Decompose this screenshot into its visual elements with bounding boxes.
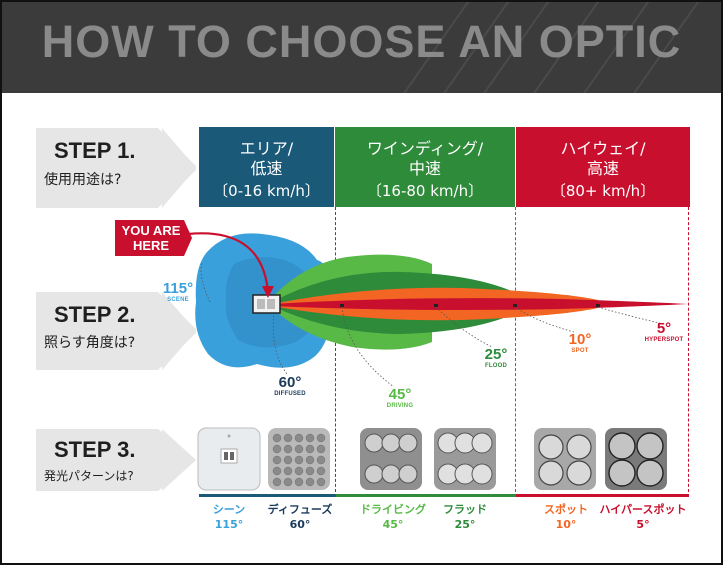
beam-scene-degree: 115° (162, 280, 194, 297)
hyperspot-beam-shape (272, 298, 688, 310)
pattern-hyperspot-name: ハイパースポット (599, 503, 687, 516)
beam-diffused-degree: 60° (278, 374, 302, 391)
divider-mid-high (515, 207, 516, 497)
speed-area-range: 〔0-16 km/h〕 (213, 182, 320, 200)
bar-mid (336, 494, 515, 497)
beam-hyperspot-name: HYPERSPOT (644, 337, 684, 343)
pattern-scene-degree: 115° (214, 518, 244, 531)
beam-flood-name: FLOOD (485, 363, 507, 369)
step-3-subtitle: 発光パターンは? (44, 469, 134, 483)
step-1-subtitle: 使用用途は? (44, 172, 122, 188)
beam-label-hyperspot: 5° HYPERSPOT (638, 320, 690, 343)
pattern-caption-flood: フラッド 25° (434, 502, 496, 532)
you-are-here-line2: HERE (132, 238, 170, 253)
speed-winding-mid: ワインディング/ 中速 〔16-80 km/h〕 (335, 127, 515, 207)
beam-spot-degree: 10° (568, 331, 592, 348)
pattern-caption-scene: シーン 115° (198, 502, 260, 532)
pattern-caption-spot: スポット 10° (534, 502, 598, 532)
divider-high-end (688, 207, 689, 497)
beam-diffused-name: DIFFUSED (274, 391, 306, 397)
divider-low-mid (335, 207, 336, 497)
page-title: HOW TO CHOOSE AN OPTIC (41, 16, 682, 67)
bar-low (199, 494, 335, 497)
pattern-scene-name: シーン (212, 503, 246, 516)
speed-highway-high: ハイウェイ/ 高速 〔80+ km/h〕 (516, 127, 690, 207)
beam-driving-name: DRIVING (386, 403, 414, 409)
you-are-here-arrow (187, 232, 270, 293)
header-banner: HOW TO CHOOSE AN OPTIC (2, 2, 721, 93)
tile-spot-pattern (534, 428, 596, 490)
speed-winding-line1: ワインディング/ (366, 139, 484, 158)
beam-label-diffused: 60° DIFFUSED (268, 374, 312, 397)
pattern-spot-degree: 10° (555, 518, 577, 531)
speed-area-line1: エリア/ (239, 139, 294, 158)
beam-label-flood: 25° FLOOD (474, 346, 518, 369)
speed-winding-line2: 中速 (408, 159, 441, 178)
beam-driving-degree: 45° (388, 386, 412, 403)
beam-spot-name: SPOT (571, 348, 589, 354)
pattern-driving-degree: 45° (382, 518, 404, 531)
tile-hyperspot-pattern (605, 428, 667, 490)
you-are-here-sign (115, 220, 192, 256)
step-3-title: STEP 3. (54, 437, 136, 462)
step-2-subtitle: 照らす角度は? (44, 335, 136, 351)
pattern-flood-degree: 25° (454, 518, 476, 531)
pattern-diffused-name: ディフューズ (267, 503, 333, 516)
tile-driving-pattern (360, 428, 422, 490)
you-are-here-line1: YOU ARE (121, 223, 181, 238)
step-2-title: STEP 2. (54, 302, 136, 327)
speed-area-line2: 低速 (250, 159, 283, 178)
pattern-hyperspot-degree: 5° (636, 518, 650, 531)
pattern-caption-driving: ドライビング 45° (352, 502, 434, 532)
tile-scene-pattern (197, 427, 261, 491)
bar-high (516, 494, 689, 497)
speed-highway-line2: 高速 (586, 159, 619, 178)
beam-hyperspot-degree: 5° (656, 320, 672, 337)
pattern-flood-name: フラッド (443, 503, 487, 516)
you-are-here-label: YOU ARE HERE (115, 223, 187, 253)
beam-label-driving: 45° DRIVING (378, 386, 422, 409)
speed-winding-range: 〔16-80 km/h〕 (366, 182, 484, 200)
pattern-driving-name: ドライビング (360, 503, 426, 516)
beam-label-spot: 10° SPOT (558, 331, 602, 354)
speed-highway-range: 〔80+ km/h〕 (550, 182, 656, 200)
speed-area-low: エリア/ 低速 〔0-16 km/h〕 (199, 127, 334, 207)
tile-flood-pattern (434, 428, 496, 490)
tile-diffused-pattern (268, 428, 330, 490)
speed-highway-line1: ハイウェイ/ (560, 139, 646, 158)
beam-scene-name: SCENE (167, 297, 189, 303)
beam-flood-degree: 25° (484, 346, 508, 363)
pattern-caption-hyperspot: ハイパースポット 5° (592, 502, 694, 532)
step-1-title: STEP 1. (54, 138, 136, 163)
pattern-spot-name: スポット (544, 503, 588, 516)
beam-label-scene: 115° SCENE (158, 280, 198, 303)
pattern-caption-diffused: ディフューズ 60° (258, 502, 342, 532)
pattern-diffused-degree: 60° (289, 518, 311, 531)
